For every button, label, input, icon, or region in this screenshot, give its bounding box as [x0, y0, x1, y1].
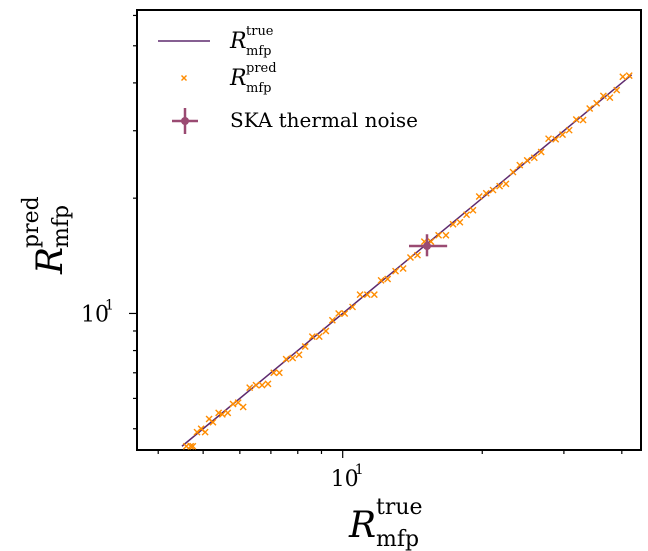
pred-point [509, 168, 517, 176]
pred-point [593, 99, 601, 107]
pred-point [545, 135, 553, 143]
pred-point [349, 303, 357, 311]
pred-point [308, 333, 316, 341]
pred-point [559, 131, 567, 139]
x-axis-label-sup: true [376, 495, 423, 520]
y-axis-label-base: R [30, 247, 71, 275]
pred-point [496, 182, 504, 190]
x-tick-label-exponent: 1 [355, 462, 364, 478]
axis-ticks [129, 14, 623, 458]
pred-point [363, 291, 371, 299]
pred-point [270, 369, 278, 377]
x-tick-label: 10 [331, 467, 359, 492]
pred-point [189, 442, 197, 450]
legend-true-sub: mfp [246, 44, 271, 59]
legend-ska-label: SKA thermal noise [230, 108, 418, 132]
y-tick-label-exponent: 1 [105, 297, 114, 313]
pred-point [370, 291, 378, 299]
ska-point [422, 242, 431, 251]
pred-point [377, 276, 385, 284]
pred-point [579, 116, 587, 124]
legend-pred-marker [181, 75, 187, 81]
pred-point [218, 410, 226, 418]
plot-area [136, 9, 642, 451]
x-axis-label-sub: mfp [376, 527, 419, 551]
series-pred-points [182, 72, 633, 450]
pred-point [406, 253, 414, 261]
pred-point [224, 409, 232, 417]
pred-point [586, 104, 594, 112]
pred-point [246, 384, 254, 392]
pred-point [565, 126, 573, 134]
pred-point [239, 403, 247, 411]
legend-pred-sup: pred [246, 61, 277, 76]
pred-point [399, 265, 407, 273]
pred-point [341, 309, 349, 317]
pred-point [187, 442, 195, 450]
pred-point [392, 267, 400, 275]
pred-point [295, 351, 303, 359]
x-axis-label: R true mfp [348, 495, 423, 551]
pred-point [475, 193, 483, 201]
pred-point [442, 231, 450, 239]
pred-point [572, 115, 580, 123]
pred-point [435, 231, 443, 239]
legend-item-pred: R pred mfp [181, 61, 277, 96]
x-axis-label-base: R [348, 505, 376, 546]
y-axis-label: R pred mfp [19, 196, 74, 275]
pred-point [606, 94, 614, 102]
y-tick-label: 10 [81, 302, 109, 327]
pred-point [315, 333, 323, 341]
pred-point [414, 251, 422, 259]
pred-point [229, 400, 237, 408]
pred-point [275, 369, 283, 377]
pred-point [215, 409, 223, 417]
pred-point [252, 381, 260, 389]
pred-point [264, 380, 272, 388]
pred-point [384, 275, 392, 283]
legend-ska-dot [181, 117, 189, 125]
pred-point [201, 428, 209, 436]
pred-point [356, 291, 364, 299]
pred-point [537, 148, 545, 156]
legend-ska-swatch [172, 108, 198, 134]
legend-pred-base: R [229, 66, 247, 91]
ska-thermal-noise-marker [408, 234, 448, 257]
legend-pred-swatch [181, 75, 187, 81]
pred-point [463, 211, 471, 219]
pred-point [599, 92, 607, 100]
pred-point [523, 156, 531, 164]
pred-point [482, 189, 490, 197]
legend-true-sup: true [246, 24, 274, 39]
pred-point [625, 72, 633, 80]
pred-point [613, 86, 621, 94]
pred-point [619, 73, 627, 81]
legend-item-ska: SKA thermal noise [172, 108, 418, 134]
legend: R true mfp R pred mfp SKA thermal noise [158, 24, 418, 134]
legend-item-true: R true mfp [158, 24, 274, 59]
y-axis-label-sup: pred [19, 196, 44, 248]
pred-point [282, 355, 290, 363]
pred-point [209, 418, 217, 426]
legend-pred-sub: mfp [246, 81, 271, 96]
pred-point [469, 206, 477, 214]
pred-point [335, 309, 343, 317]
pred-point [530, 154, 538, 162]
pred-point [552, 135, 560, 143]
pred-point [289, 354, 297, 362]
pred-point [449, 220, 457, 228]
y-axis-label-sub: mfp [49, 205, 74, 248]
pred-point [516, 161, 524, 169]
pred-point [322, 327, 330, 335]
pred-point [258, 381, 266, 389]
pred-point [301, 342, 309, 350]
pred-point [489, 186, 497, 194]
pred-point [328, 316, 336, 324]
pred-point [456, 218, 464, 226]
pred-point [502, 180, 510, 188]
legend-true-base: R [229, 29, 247, 54]
